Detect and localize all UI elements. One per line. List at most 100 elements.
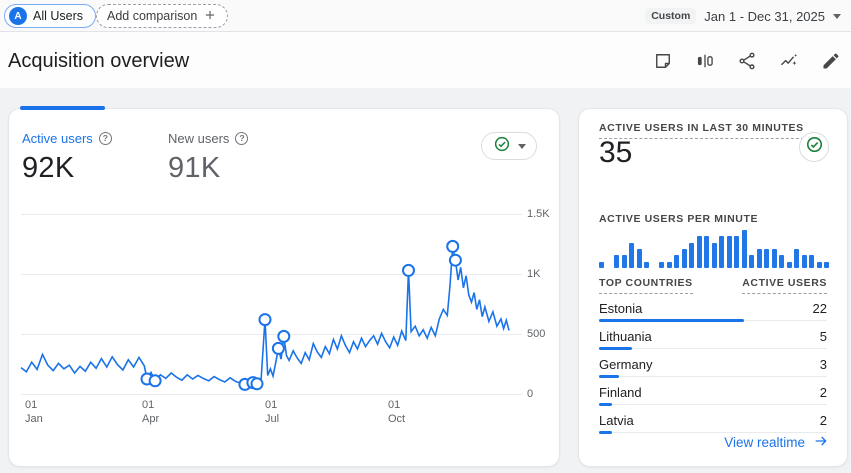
audience-avatar: A (9, 7, 27, 25)
country-row[interactable]: Lithuania 5 (599, 323, 827, 351)
note-icon (653, 51, 673, 74)
anomaly-marker[interactable] (448, 253, 462, 267)
minute-bar (629, 242, 634, 268)
comparison-button[interactable] (691, 48, 719, 76)
edit-button[interactable] (817, 48, 845, 76)
metric-active-users[interactable]: Active users ? 92K (22, 131, 112, 185)
add-comparison-label: Add comparison (107, 9, 198, 23)
data-quality-dropdown[interactable] (481, 132, 537, 160)
metric-new-users-value: 91K (168, 152, 221, 184)
metric-new-users-label: New users (168, 131, 230, 146)
column-top-countries[interactable]: TOP COUNTRIES (599, 277, 693, 294)
metric-active-users-value: 92K (22, 152, 75, 184)
date-range-picker[interactable]: Custom Jan 1 - Dec 31, 2025 (645, 0, 841, 32)
gridline-500 (21, 334, 522, 335)
insights-button[interactable] (775, 48, 803, 76)
country-row[interactable]: Latvia 2 (599, 407, 827, 435)
x-axis-tick: 01 Jul (265, 399, 280, 425)
minute-bar (809, 255, 814, 268)
minute-bar (711, 242, 717, 268)
check-circle-icon (493, 135, 511, 158)
add-comparison-button[interactable]: Add comparison (96, 4, 229, 28)
minute-bar (659, 261, 664, 268)
share-button[interactable] (733, 48, 761, 76)
view-realtime-link[interactable]: View realtime (724, 433, 829, 452)
minute-bar (599, 261, 604, 268)
country-bar-track (599, 347, 827, 351)
y-axis-tick: 1.5K (527, 208, 550, 220)
minute-bar (674, 255, 679, 268)
country-name: Germany (599, 357, 653, 372)
help-icon[interactable]: ? (98, 132, 112, 145)
top-bar: A All Users Add comparison Custom Jan 1 … (0, 0, 851, 32)
x-axis-tick: 01 Apr (142, 399, 160, 425)
minute-bar (749, 255, 754, 268)
minute-bar (771, 249, 777, 268)
minute-bar (621, 255, 627, 268)
card-tab-indicator[interactable] (20, 106, 105, 110)
chevron-down-icon (833, 13, 841, 19)
active-users-30min-value: 35 (599, 136, 633, 169)
country-active-users: 5 (819, 329, 827, 344)
realtime-check-button[interactable] (799, 132, 829, 162)
countries-table-header: TOP COUNTRIES ACTIVE USERS (599, 277, 827, 294)
arrow-forward-icon (813, 433, 829, 452)
minute-bar (741, 230, 747, 268)
minute-bar (666, 261, 672, 268)
y-axis-tick: 0 (527, 388, 534, 400)
active-users-line-chart[interactable] (20, 206, 526, 398)
column-active-users[interactable]: ACTIVE USERS (742, 277, 827, 294)
minute-bar (636, 249, 642, 268)
anomaly-marker[interactable] (258, 313, 272, 327)
minute-bar (764, 249, 769, 268)
audience-chip-label: All Users (33, 9, 84, 23)
realtime-card: ACTIVE USERS IN LAST 30 MINUTES 35 ACTIV… (578, 108, 848, 467)
per-minute-title: ACTIVE USERS PER MINUTE (599, 213, 759, 225)
minute-bar (644, 261, 649, 268)
x-axis-tick: 01 Jan (25, 399, 43, 425)
country-name: Finland (599, 385, 642, 400)
minute-bar (786, 261, 792, 268)
line-series-active-users (20, 246, 510, 386)
country-bar-track (599, 375, 827, 379)
anomaly-marker[interactable] (277, 329, 291, 343)
share-icon (737, 51, 757, 74)
country-row[interactable]: Estonia 22 (599, 295, 827, 323)
report-canvas: Active users ? 92K New users ? 91K 1.5K … (0, 88, 851, 473)
country-bar (599, 347, 632, 350)
realtime-title: ACTIVE USERS IN LAST 30 MINUTES (599, 118, 804, 139)
gridline-0 (21, 394, 522, 395)
country-active-users: 2 (819, 413, 827, 428)
minute-bar (816, 261, 822, 268)
anomaly-marker[interactable] (250, 377, 264, 391)
minute-bar (689, 242, 694, 268)
country-active-users: 2 (819, 385, 827, 400)
minute-bar (726, 236, 732, 268)
note-button[interactable] (649, 48, 677, 76)
minute-bar (719, 236, 724, 268)
metric-new-users[interactable]: New users ? 91K (168, 131, 249, 185)
audience-chip-all-users[interactable]: A All Users (4, 4, 97, 28)
report-toolbar (649, 48, 845, 76)
help-icon[interactable]: ? (235, 132, 249, 145)
x-axis-tick: 01 Oct (388, 399, 406, 425)
country-active-users: 3 (819, 357, 827, 372)
insights-icon (779, 51, 799, 74)
y-axis-tick: 500 (527, 328, 546, 340)
anomaly-marker[interactable] (148, 374, 162, 388)
country-row[interactable]: Germany 3 (599, 351, 827, 379)
minute-bar (794, 249, 799, 268)
active-users-per-minute-chart[interactable] (599, 229, 829, 268)
y-axis-tick: 1K (527, 268, 541, 280)
country-row[interactable]: Finland 2 (599, 379, 827, 407)
anomaly-marker[interactable] (402, 263, 415, 277)
anomaly-marker[interactable] (446, 239, 460, 253)
country-active-users: 22 (812, 301, 827, 316)
acquisition-overview-card: Active users ? 92K New users ? 91K 1.5K … (8, 108, 560, 467)
metric-active-users-label: Active users (22, 131, 93, 146)
anomaly-marker[interactable] (271, 341, 285, 355)
edit-icon (821, 51, 841, 74)
chevron-down-icon (517, 143, 526, 149)
gridline-1500 (21, 214, 522, 215)
minute-bar (756, 249, 762, 268)
